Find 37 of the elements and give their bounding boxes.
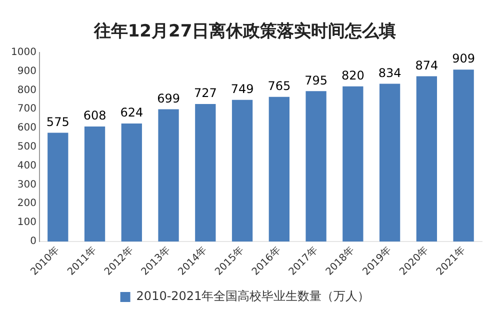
bar — [195, 104, 216, 242]
y-tick-label: 600 — [17, 122, 36, 134]
data-label: 909 — [452, 52, 476, 66]
data-label: 820 — [341, 68, 364, 83]
bar — [84, 126, 106, 242]
y-tick-label: 100 — [17, 217, 36, 228]
y-tick-label: 0 — [30, 236, 36, 248]
data-label: 795 — [304, 73, 328, 88]
legend-label: 2010-2021年全国高校毕业生数量（万人） — [136, 289, 370, 304]
data-label: 699 — [157, 91, 180, 106]
data-label: 624 — [120, 106, 144, 120]
y-tick-label: 500 — [17, 142, 36, 153]
y-tick-label: 400 — [17, 160, 36, 172]
data-label: 575 — [46, 114, 70, 129]
bar — [268, 96, 290, 242]
bar — [379, 84, 400, 242]
bar — [306, 91, 326, 242]
bar — [416, 76, 438, 242]
data-label: 765 — [268, 78, 291, 93]
bar — [342, 86, 364, 242]
y-tick-label: 200 — [17, 198, 36, 210]
y-tick-label: 1000 — [10, 46, 36, 58]
y-tick-label: 300 — [17, 179, 36, 190]
bar — [158, 109, 179, 242]
data-label: 834 — [378, 66, 402, 80]
data-label: 608 — [83, 108, 106, 123]
y-tick-label: 900 — [17, 66, 36, 77]
chart-title: 往年12月27日离休政策落实时间怎么填 — [92, 22, 396, 42]
data-label: 727 — [194, 86, 217, 100]
bar — [453, 70, 474, 242]
data-label: 749 — [230, 82, 254, 96]
bar — [121, 123, 142, 242]
bar — [232, 100, 253, 242]
data-label: 874 — [415, 58, 438, 72]
y-tick-label: 800 — [17, 84, 36, 96]
y-tick-label: 700 — [17, 104, 36, 115]
bar — [48, 132, 68, 242]
